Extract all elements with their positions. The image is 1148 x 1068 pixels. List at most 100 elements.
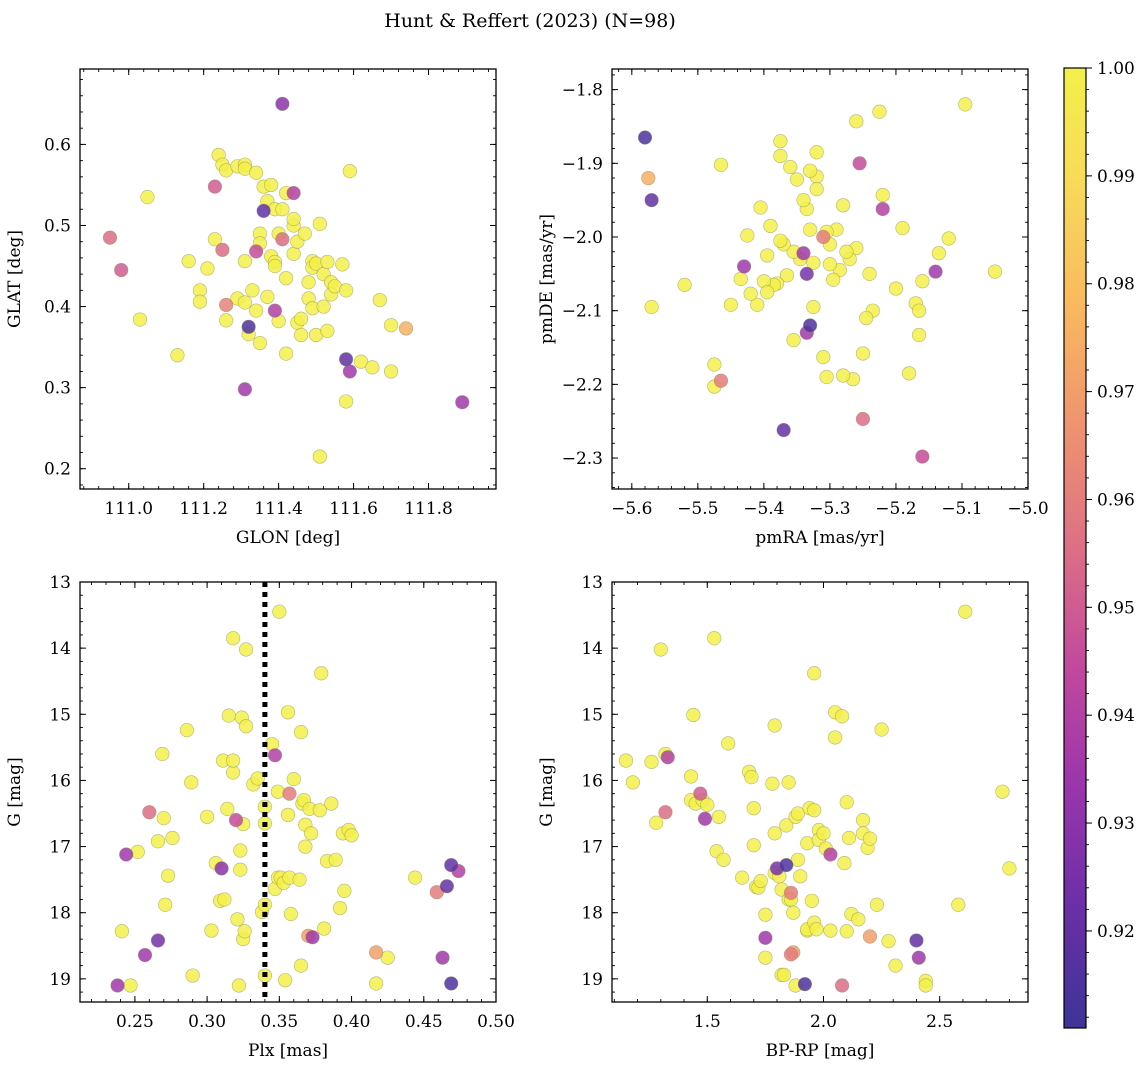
data-point (758, 930, 773, 945)
data-point (275, 232, 290, 247)
data-point (758, 907, 773, 922)
x-tick-label: 111.8 (404, 499, 453, 519)
data-point (383, 318, 399, 333)
data-point (683, 769, 699, 784)
data-point (767, 826, 782, 841)
data-point (776, 422, 791, 438)
data-point (862, 929, 878, 944)
data-point (338, 352, 354, 367)
data-point (693, 786, 708, 801)
data-point (286, 185, 301, 201)
data-point (237, 295, 253, 310)
data-point (915, 274, 930, 289)
data-point (765, 776, 780, 791)
data-point (332, 900, 348, 916)
data-point (272, 604, 287, 619)
data-point (816, 229, 831, 245)
data-point (444, 857, 459, 873)
data-point (398, 321, 414, 336)
y-axis-label: pmDE [mas/yr] (537, 214, 557, 344)
data-point (753, 200, 768, 215)
colorbar-tick-label: 0.95 (1097, 598, 1135, 618)
data-point (779, 268, 795, 283)
y-axis-label: GLAT [deg] (5, 230, 25, 328)
data-point (342, 164, 357, 179)
data-point (297, 226, 312, 241)
data-point (226, 765, 241, 780)
data-point (298, 839, 313, 854)
data-point (697, 811, 713, 826)
data-point (217, 892, 232, 907)
data-point (337, 883, 352, 898)
data-point (869, 897, 885, 912)
data-point (275, 96, 290, 111)
data-point (644, 299, 659, 315)
data-point (653, 642, 668, 657)
data-point (750, 297, 765, 312)
data-point (119, 847, 134, 862)
data-point (142, 805, 157, 820)
x-tick-label: −5.3 (809, 499, 850, 519)
data-point (862, 266, 877, 281)
data-point (204, 923, 219, 938)
data-point (773, 233, 788, 248)
data-point (958, 604, 973, 619)
data-point (338, 283, 354, 298)
data-point (736, 259, 752, 274)
x-tick-label: 111.2 (179, 499, 228, 519)
data-point (658, 805, 673, 820)
data-point (723, 297, 738, 312)
colorbar-tick-label: 0.96 (1097, 490, 1135, 510)
data-point (958, 97, 973, 112)
data-point (312, 803, 327, 818)
data-point (760, 285, 775, 300)
data-point (836, 198, 851, 213)
data-point (644, 193, 659, 208)
data-point (239, 642, 254, 657)
data-point (862, 831, 878, 846)
data-point (834, 978, 850, 993)
data-point (137, 947, 153, 963)
colorbar-tick-label: 1.00 (1097, 59, 1135, 79)
data-point (179, 723, 194, 738)
data-point (283, 906, 298, 922)
data-point (230, 912, 245, 927)
data-point (707, 631, 722, 646)
data-point (165, 830, 180, 846)
cmd-panel: 1.5 2.0 2.5 13 14 15 16 17 18 19 BP-RP [mag] G [mag… (537, 573, 1029, 1061)
y-axis-label: G [mag] (5, 757, 25, 826)
data-point (987, 264, 1003, 279)
data-point (156, 811, 171, 826)
data-point (918, 978, 933, 993)
y-tick-label: 14 (49, 639, 71, 659)
data-point (256, 203, 271, 218)
x-tick-label: −5.0 (1007, 499, 1048, 519)
data-point (911, 950, 926, 965)
data-point (721, 736, 736, 751)
data-point (790, 806, 806, 821)
data-point (280, 705, 296, 720)
data-point (763, 218, 778, 234)
data-point (342, 364, 357, 379)
data-point (707, 357, 722, 372)
pm-panel: −5.6 −5.5 −5.4 −5.3 −5.2 −5.1 −5.0 −2.3 −2.2 −2.1… (537, 68, 1049, 548)
data-point (110, 978, 125, 993)
data-point (809, 922, 824, 937)
data-point (802, 222, 818, 237)
data-point (783, 159, 798, 175)
data-point (746, 801, 761, 816)
data-point (220, 801, 235, 816)
y-tick-label: 16 (581, 771, 603, 791)
data-point (365, 360, 380, 375)
data-point (716, 852, 731, 867)
data-point (941, 231, 956, 246)
colorbar-tick-label: 0.94 (1097, 706, 1135, 726)
data-point (150, 834, 166, 849)
y-tick-label: 18 (581, 904, 603, 924)
y-tick-label: 19 (49, 970, 71, 990)
colorbar-gradient (1064, 68, 1086, 1028)
y-tick-label: 15 (49, 705, 71, 725)
data-point (773, 148, 788, 164)
data-point (828, 730, 843, 745)
data-point (184, 775, 199, 790)
